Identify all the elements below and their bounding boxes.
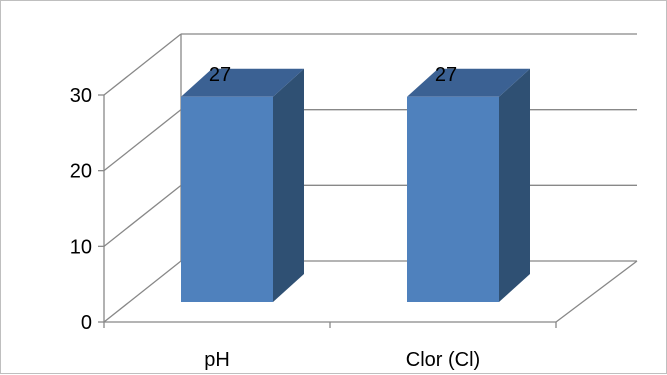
x-tick-label: Clor (Cl) — [406, 349, 480, 371]
bar-side-face — [499, 68, 530, 302]
y-tick-label: 0 — [81, 312, 92, 334]
gridline-diagonal — [103, 33, 182, 96]
y-tick-label: 20 — [70, 161, 92, 183]
bar-ph — [181, 96, 273, 302]
gridline-diagonal — [103, 184, 182, 247]
floor-right-edge — [555, 260, 638, 323]
y-tick-label: 30 — [70, 85, 92, 107]
data-label: 27 — [435, 64, 457, 86]
bar-clor-cl- — [407, 96, 499, 302]
bar-top-face — [181, 68, 304, 97]
gridline-diagonal — [103, 260, 182, 323]
gridline-diagonal — [103, 109, 182, 172]
bar-side-face — [273, 68, 304, 302]
bar-top-face — [407, 68, 530, 97]
x-tick-label: pH — [204, 349, 230, 371]
y-tick-label: 10 — [70, 236, 92, 258]
data-label: 27 — [209, 64, 231, 86]
